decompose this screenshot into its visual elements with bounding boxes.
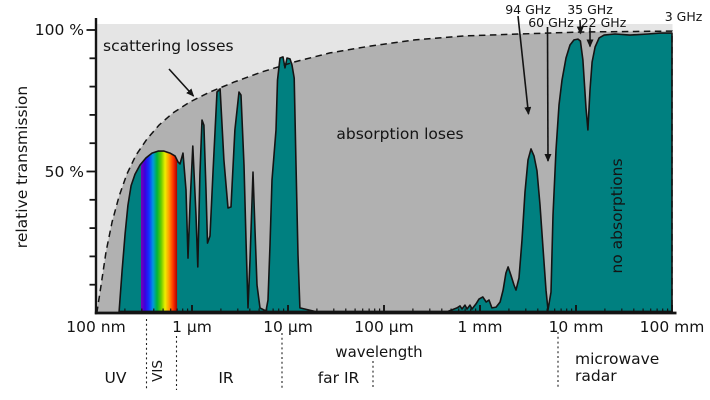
y-axis-title: relative transmission: [13, 85, 31, 249]
annotation-arrows: [168, 15, 594, 162]
scattering-envelope-dashed-line: [96, 30, 673, 314]
x-tick-label-100mm: 100 mm: [639, 317, 705, 336]
freq-label-3ghz: 3 GHz: [664, 8, 703, 24]
x-tick-label-10um: 10 µm: [263, 317, 313, 336]
x-tick-label-10mm: 10 mm: [548, 317, 604, 336]
y-tick-label-100: 100 %: [34, 21, 84, 39]
x-axis-title: wavelength: [335, 343, 423, 361]
freq-label-94ghz: 94 GHz: [505, 2, 551, 17]
freq-label-35ghz: 35 GHz: [567, 2, 613, 17]
arrow-60ghz: [544, 26, 552, 162]
x-tick-label-1mm: 1 mm: [457, 317, 503, 336]
x-tick-label-100um: 100 µm: [354, 317, 414, 336]
band-label-uv: UV: [104, 368, 127, 387]
axes: [94, 18, 677, 315]
x-tick-label-100nm: 100 nm: [66, 317, 126, 336]
band-separator-lines: [145, 319, 559, 390]
transmission-curve-outline: [118, 32, 673, 313]
freq-label-60ghz: 60 GHz: [528, 14, 574, 30]
transmission-curve-area: [119, 33, 673, 312]
band-label-ir: IR: [218, 368, 234, 387]
arrow-94ghz: [517, 15, 532, 115]
absorption-losses-label: absorption loses: [336, 125, 464, 143]
visible-spectrum-gradient: [141, 151, 178, 312]
arrow-35ghz: [576, 19, 584, 35]
scattering-losses-arrow: [168, 68, 195, 97]
scattering-losses-label: scattering losses: [103, 37, 234, 55]
band-label-farir: far IR: [317, 368, 360, 387]
band-label-microwave-radar: microwave radar: [575, 350, 660, 385]
band-label-vis: VIS: [150, 360, 166, 382]
no-absorptions-label: no absorptions: [608, 158, 626, 274]
freq-label-22ghz: 22 GHz: [580, 14, 627, 30]
y-tick-label-50: 50 %: [44, 163, 84, 181]
x-tick-label-1um: 1 µm: [172, 317, 212, 336]
